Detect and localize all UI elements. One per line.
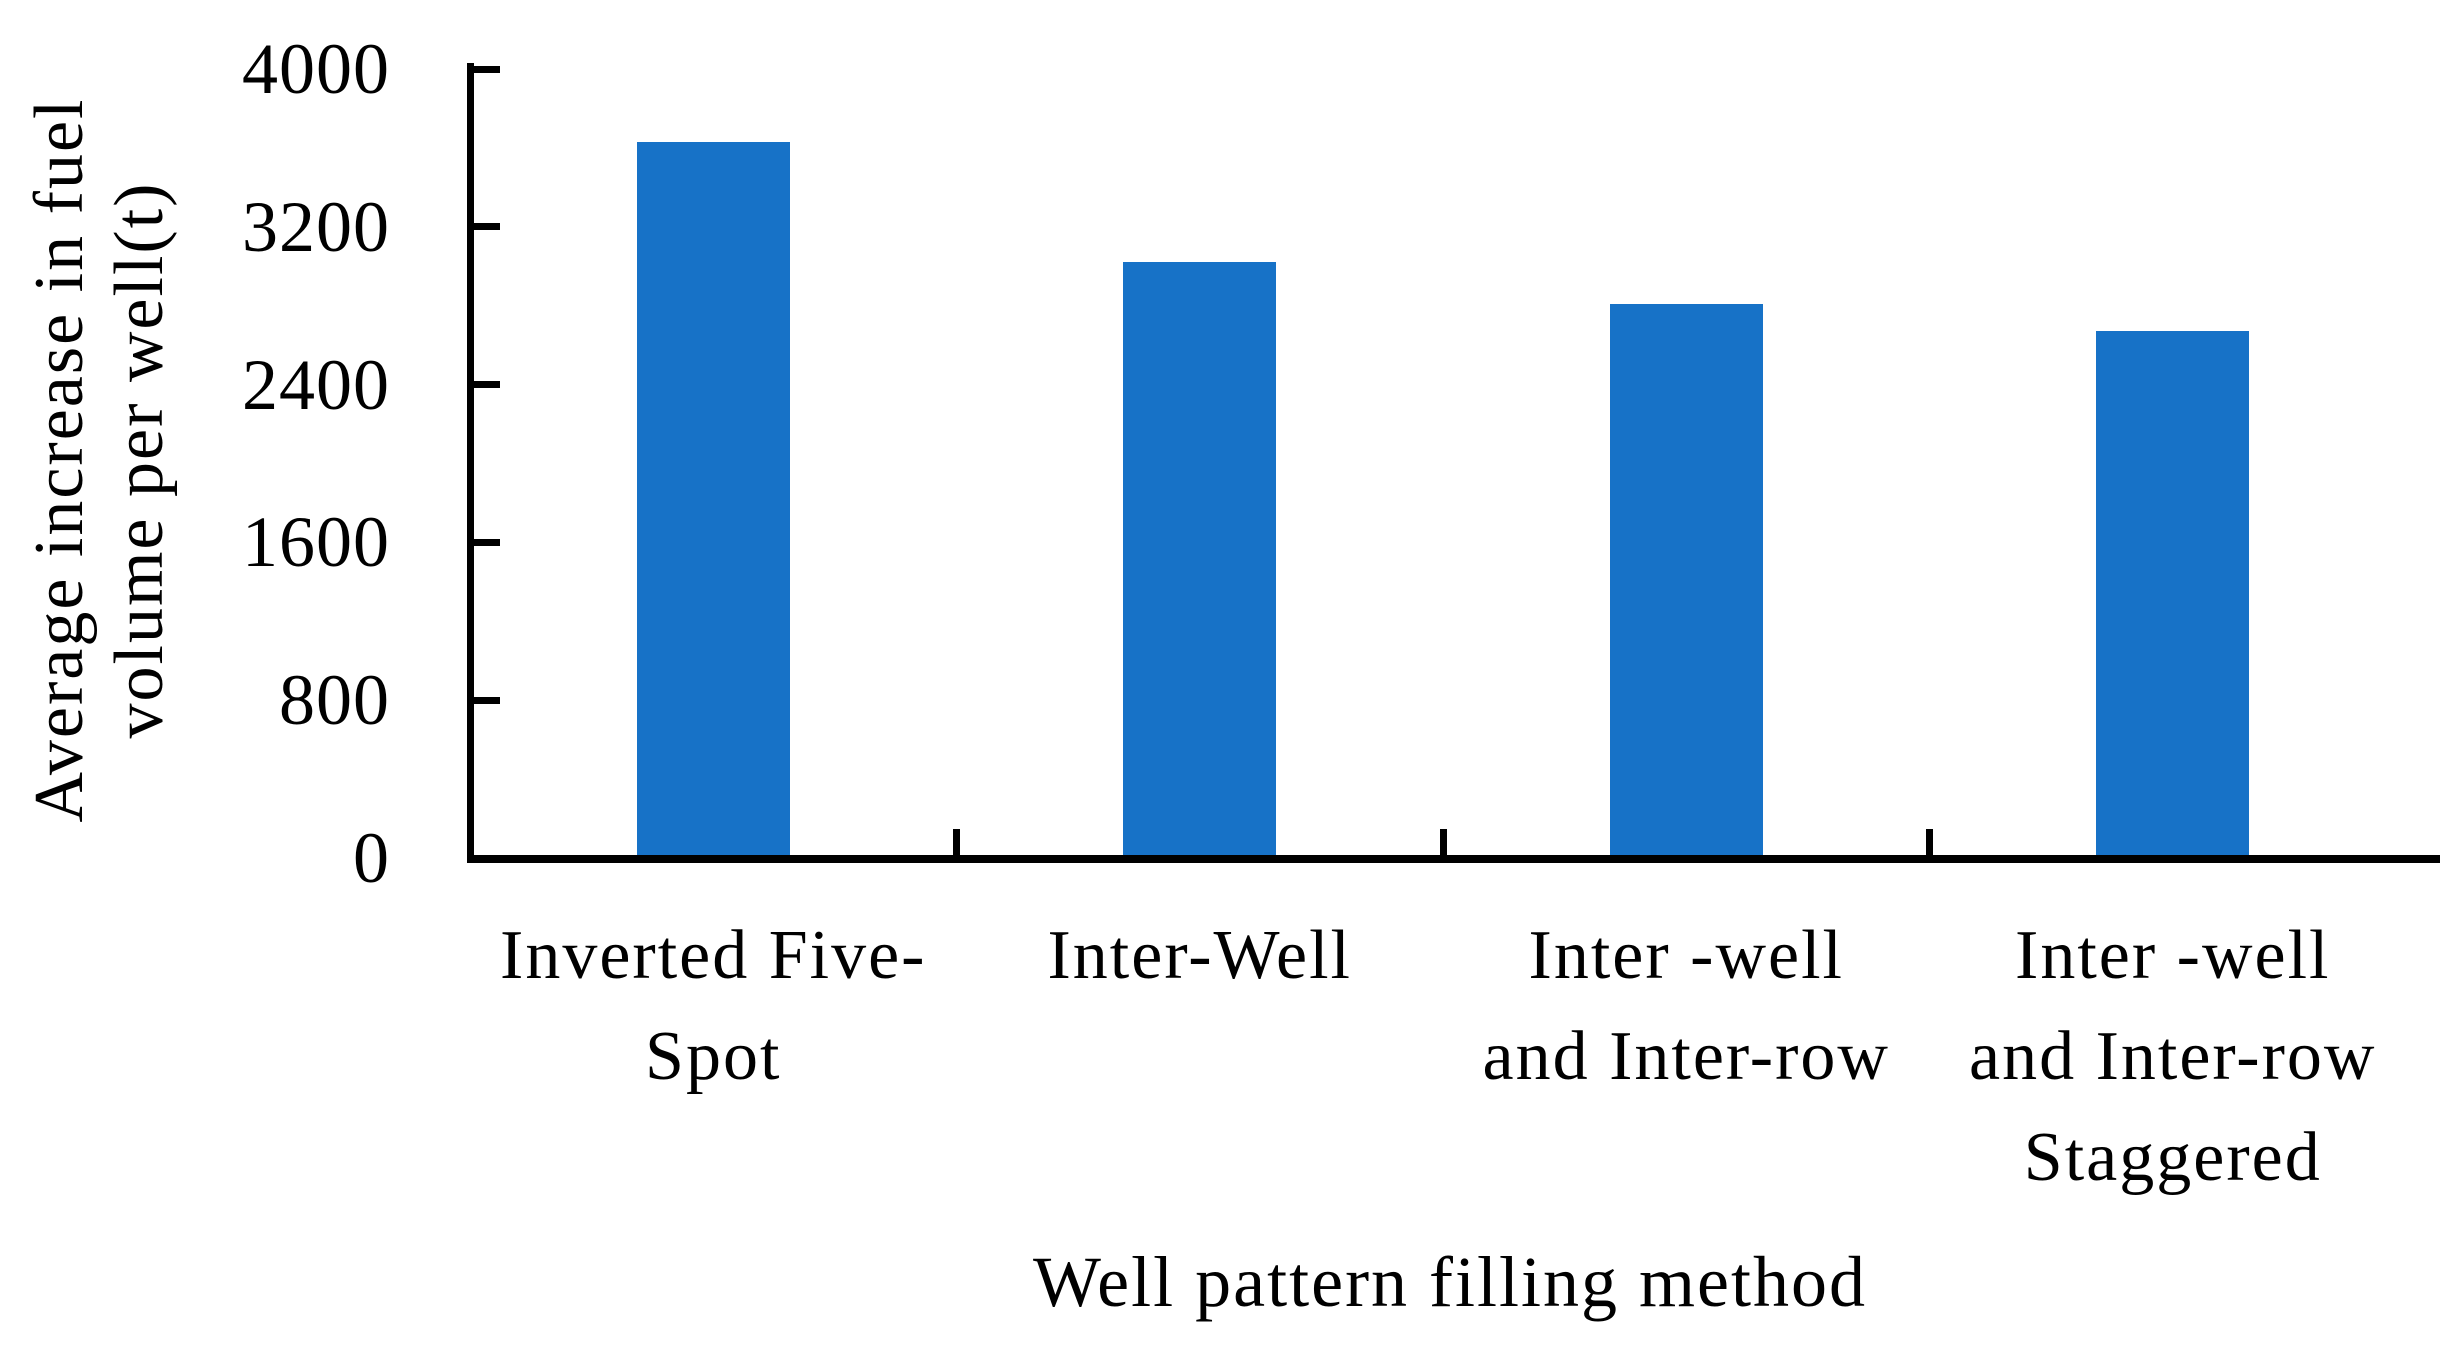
x-axis-title: Well pattern filling method <box>1032 1242 1868 1322</box>
y-tick-mark <box>474 223 500 231</box>
x-axis-line <box>467 855 2440 863</box>
y-tick-label: 3200 <box>242 186 390 267</box>
bar-4 <box>2096 331 2250 855</box>
x-category-label: Inter -well and Inter-row Staggered <box>1969 917 2377 1196</box>
y-tick-label: 4000 <box>242 29 390 109</box>
y-tick-mark <box>474 538 500 546</box>
y-tick-label: 0 <box>353 818 390 898</box>
x-category-label: Inverted Five- Spot <box>500 917 927 1095</box>
x-tick-mark <box>953 829 960 855</box>
bar-1 <box>636 141 790 855</box>
bar-2 <box>1123 262 1277 855</box>
x-category-label: Inter -well and Inter-row <box>1482 917 1890 1095</box>
y-tick-mark <box>474 381 500 389</box>
x-category-label: Inter-Well <box>1047 917 1352 994</box>
y-tick-mark <box>474 696 500 704</box>
bar-3 <box>1609 303 1763 855</box>
x-tick-mark <box>1439 829 1447 855</box>
y-tick-label: 800 <box>279 660 390 741</box>
y-tick-mark <box>474 65 500 73</box>
y-axis-line <box>467 63 474 863</box>
y-tick-label: 2400 <box>242 344 390 425</box>
y-tick-label: 1600 <box>242 502 390 583</box>
x-tick-mark <box>1926 829 1933 855</box>
